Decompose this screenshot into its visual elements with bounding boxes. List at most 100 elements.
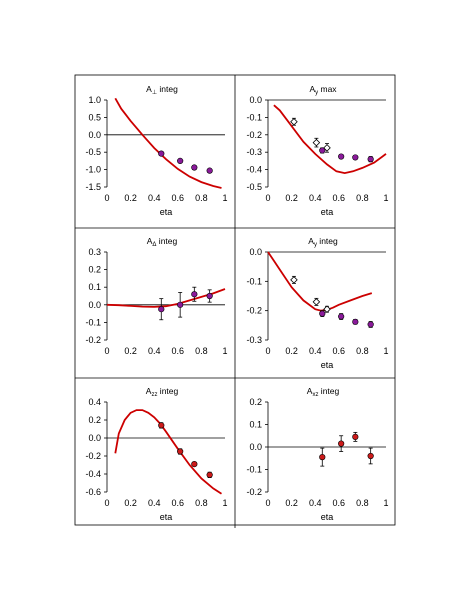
- y-tick-label: 0.0: [249, 247, 262, 257]
- x-tick-label: 1: [383, 346, 388, 356]
- data-point-filled: [177, 301, 184, 308]
- data-point-filled: [158, 150, 165, 157]
- data-point-filled: [177, 448, 184, 455]
- y-tick-label: -0.1: [85, 317, 101, 327]
- x-tick-label: 1: [222, 193, 227, 203]
- data-point-open: [290, 276, 298, 284]
- chart-title: Azz integ: [146, 386, 179, 398]
- y-tick-label: -0.3: [246, 335, 262, 345]
- y-tick-label: -0.2: [246, 306, 262, 316]
- y-tick-label: 0.0: [249, 95, 262, 105]
- chart-panel-3: AΔ integ 0.3 0.2 0.1 0.0 -0.1 -0.20 0.2 0.4 0.6 0.…: [85, 236, 227, 356]
- data-point-filled: [338, 153, 345, 160]
- y-tick-label: -0.4: [246, 165, 262, 175]
- chart-title: A⊥ integ: [146, 84, 178, 96]
- x-tick-label: 0: [104, 193, 109, 203]
- chart-title: Ay max: [309, 84, 337, 96]
- data-point-filled: [191, 291, 198, 298]
- model-curve: [273, 104, 387, 175]
- x-tick-label: 1: [222, 498, 227, 508]
- x-tick-label: 0.8: [356, 498, 369, 508]
- y-tick-label: 0.1: [88, 282, 101, 292]
- y-tick-label: -0.2: [85, 335, 101, 345]
- data-point-filled: [158, 422, 165, 429]
- y-tick-label: -0.4: [85, 469, 101, 479]
- data-point-filled: [319, 310, 326, 317]
- y-tick-label: -0.2: [85, 451, 101, 461]
- x-tick-label: 0.6: [333, 346, 346, 356]
- chart-panel-4: Ay integ 0.0 -0.1 -0.2 -0.30 0.2 0.4 0.6 0.8 1 eta: [246, 236, 388, 370]
- data-point-filled: [352, 318, 359, 325]
- x-tick-label: 0.4: [309, 193, 322, 203]
- y-tick-label: 0.0: [249, 442, 262, 452]
- chart-panel-5: Azz integ 0.4 0.2 0.0 -0.2 -0.4 -0.60 0.2 0.4 0.6…: [85, 386, 227, 522]
- data-point-filled: [206, 292, 213, 300]
- y-tick-label: 0.5: [88, 112, 101, 122]
- x-tick-label: 0.6: [172, 193, 185, 203]
- data-point-open: [312, 138, 321, 147]
- y-tick-label: 0.0: [88, 433, 101, 443]
- model-curve: [106, 288, 226, 308]
- data-point-filled: [158, 306, 165, 313]
- x-tick-label: 0.4: [309, 498, 322, 508]
- x-tick-label: 0.2: [124, 498, 137, 508]
- chart-title: Ay integ: [308, 236, 338, 248]
- x-tick-label: 0: [265, 498, 270, 508]
- x-tick-label: 1: [383, 193, 388, 203]
- y-tick-label: -0.6: [85, 487, 101, 497]
- y-tick-label: -0.2: [246, 487, 262, 497]
- chart-title: Axz integ: [307, 386, 340, 398]
- x-tick-label: 0.4: [148, 498, 161, 508]
- x-axis-label: eta: [160, 512, 173, 522]
- x-tick-label: 0.6: [333, 498, 346, 508]
- x-tick-label: 0.2: [285, 346, 298, 356]
- data-point-filled: [191, 461, 198, 468]
- x-axis-label: eta: [160, 207, 173, 217]
- data-point-filled: [352, 154, 359, 161]
- y-tick-label: -0.1: [246, 112, 262, 122]
- data-point-filled: [352, 433, 359, 440]
- y-tick-label: 0.0: [88, 130, 101, 140]
- data-point-filled: [191, 164, 198, 171]
- x-tick-label: 0.6: [333, 193, 346, 203]
- y-tick-label: -0.5: [246, 182, 262, 192]
- x-tick-label: 0.2: [285, 498, 298, 508]
- y-tick-label: -0.5: [85, 147, 101, 157]
- data-point-filled: [367, 156, 374, 163]
- x-tick-label: 1: [383, 498, 388, 508]
- y-tick-label: -0.2: [246, 130, 262, 140]
- x-tick-label: 0.6: [172, 346, 185, 356]
- y-tick-label: 0.0: [88, 300, 101, 310]
- x-tick-label: 0: [265, 346, 270, 356]
- data-point-filled: [206, 471, 213, 479]
- y-tick-label: 0.3: [88, 247, 101, 257]
- x-tick-label: 0: [104, 346, 109, 356]
- y-tick-label: -0.3: [246, 147, 262, 157]
- y-tick-label: -1.5: [85, 182, 101, 192]
- chart-panel-1: A⊥ integ 1.0 0.5 0.0 -0.5 -1.0 -1.50 0.2 0.4 0.6 0…: [85, 84, 227, 217]
- x-tick-label: 0.8: [356, 346, 369, 356]
- y-tick-label: -0.1: [246, 276, 262, 286]
- model-curve: [114, 409, 222, 495]
- x-tick-label: 1: [222, 346, 227, 356]
- x-tick-label: 0: [265, 193, 270, 203]
- x-axis-label: eta: [321, 207, 334, 217]
- y-tick-label: -0.1: [246, 465, 262, 475]
- model-curve: [114, 97, 222, 189]
- chart-panel-6: Axz integ 0.2 0.1 0.0 -0.1 -0.20 0.2 0.4 0.6 0.8 1…: [246, 386, 388, 522]
- y-tick-label: 1.0: [88, 95, 101, 105]
- x-axis-label: eta: [321, 360, 334, 370]
- data-point-filled: [367, 452, 374, 460]
- x-tick-label: 0.8: [195, 346, 208, 356]
- data-point-filled: [338, 440, 345, 447]
- x-tick-label: 0.2: [124, 193, 137, 203]
- y-tick-label: -1.0: [85, 165, 101, 175]
- x-tick-label: 0.8: [195, 193, 208, 203]
- data-point-filled: [319, 454, 326, 461]
- data-point-open: [290, 117, 298, 126]
- y-tick-label: 0.2: [88, 265, 101, 275]
- y-tick-label: 0.2: [249, 397, 262, 407]
- data-point-open: [323, 305, 331, 313]
- data-point-filled: [338, 313, 345, 320]
